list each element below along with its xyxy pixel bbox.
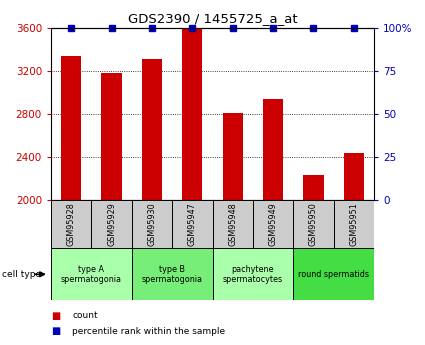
Text: GSM95948: GSM95948 (228, 203, 237, 246)
Bar (212, 248, 293, 300)
Bar (293, 248, 374, 300)
Bar (51, 200, 91, 248)
Bar (212, 200, 253, 248)
Text: count: count (72, 311, 98, 320)
Text: GSM95930: GSM95930 (147, 203, 156, 246)
Bar (223, 113, 243, 200)
Bar (334, 200, 374, 248)
Bar (132, 248, 212, 300)
Text: GSM95950: GSM95950 (309, 203, 318, 246)
Bar (91, 200, 132, 248)
Bar (263, 99, 283, 200)
Bar (102, 73, 122, 200)
Text: cell type: cell type (2, 270, 41, 279)
Bar (182, 29, 202, 200)
Text: percentile rank within the sample: percentile rank within the sample (72, 327, 225, 336)
Text: type B
spermatogonia: type B spermatogonia (142, 265, 203, 284)
Bar (253, 200, 293, 248)
Text: round spermatids: round spermatids (298, 270, 369, 279)
Text: GSM95928: GSM95928 (67, 203, 76, 246)
Text: GSM95947: GSM95947 (188, 203, 197, 246)
Bar (172, 200, 212, 248)
Text: pachytene
spermatocytes: pachytene spermatocytes (223, 265, 283, 284)
Text: GSM95949: GSM95949 (269, 203, 278, 246)
Title: GDS2390 / 1455725_a_at: GDS2390 / 1455725_a_at (128, 12, 298, 25)
Text: ■: ■ (51, 311, 60, 321)
Bar (293, 200, 334, 248)
Bar (132, 200, 172, 248)
Bar (142, 59, 162, 200)
Bar (303, 175, 323, 200)
Text: ■: ■ (51, 326, 60, 336)
Text: type A
spermatogonia: type A spermatogonia (61, 265, 122, 284)
Bar (61, 56, 81, 200)
Text: GSM95929: GSM95929 (107, 202, 116, 246)
Bar (344, 152, 364, 200)
Text: GSM95951: GSM95951 (349, 203, 358, 246)
Bar (51, 248, 132, 300)
